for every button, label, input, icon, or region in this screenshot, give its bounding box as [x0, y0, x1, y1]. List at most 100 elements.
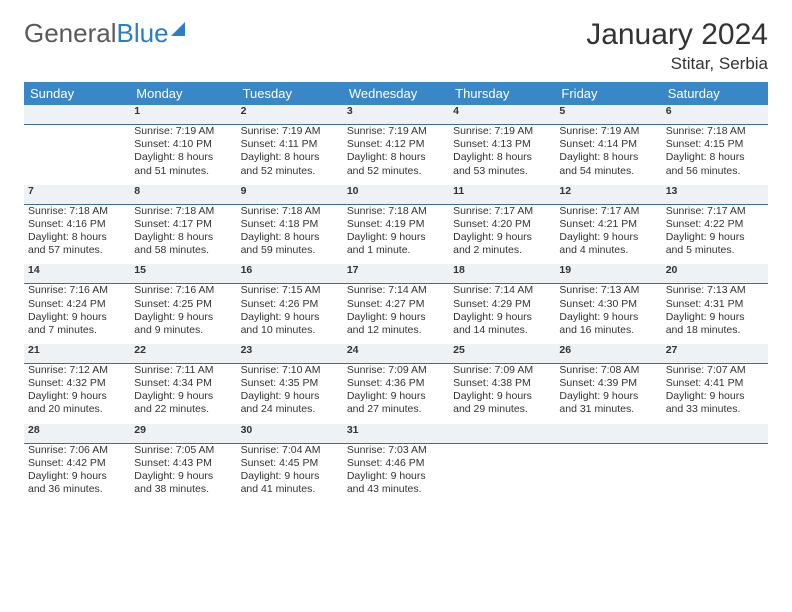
daylight-text: Daylight: 9 hours: [347, 390, 445, 403]
sunrise-text: Sunrise: 7:19 AM: [559, 125, 657, 138]
day-number: 31: [343, 424, 449, 444]
day-number: [555, 424, 661, 444]
day-cell: Sunrise: 7:14 AMSunset: 4:27 PMDaylight:…: [343, 284, 449, 344]
info-row: Sunrise: 7:12 AMSunset: 4:32 PMDaylight:…: [24, 364, 768, 424]
daylight-text: Daylight: 9 hours: [666, 311, 764, 324]
sunset-text: Sunset: 4:29 PM: [453, 298, 551, 311]
day-number: [449, 424, 555, 444]
logo-text-2: Blue: [117, 18, 169, 49]
daylight-text: and 10 minutes.: [241, 324, 339, 337]
daylight-text: Daylight: 9 hours: [666, 231, 764, 244]
daylight-text: and 38 minutes.: [134, 483, 232, 496]
daylight-text: and 31 minutes.: [559, 403, 657, 416]
sunset-text: Sunset: 4:14 PM: [559, 138, 657, 151]
info-row: Sunrise: 7:18 AMSunset: 4:16 PMDaylight:…: [24, 204, 768, 264]
sunrise-text: Sunrise: 7:10 AM: [241, 364, 339, 377]
sunrise-text: Sunrise: 7:16 AM: [28, 284, 126, 297]
sunrise-text: Sunrise: 7:14 AM: [347, 284, 445, 297]
sunset-text: Sunset: 4:36 PM: [347, 377, 445, 390]
day-cell: Sunrise: 7:07 AMSunset: 4:41 PMDaylight:…: [662, 364, 768, 424]
day-number: 9: [237, 185, 343, 205]
day-header: Thursday: [449, 82, 555, 105]
day-header: Friday: [555, 82, 661, 105]
sunset-text: Sunset: 4:20 PM: [453, 218, 551, 231]
day-cell: Sunrise: 7:17 AMSunset: 4:21 PMDaylight:…: [555, 204, 661, 264]
day-cell: [662, 443, 768, 503]
day-number: 25: [449, 344, 555, 364]
day-cell: Sunrise: 7:08 AMSunset: 4:39 PMDaylight:…: [555, 364, 661, 424]
daylight-text: Daylight: 8 hours: [241, 231, 339, 244]
daylight-text: and 58 minutes.: [134, 244, 232, 257]
sunrise-text: Sunrise: 7:04 AM: [241, 444, 339, 457]
sunrise-text: Sunrise: 7:17 AM: [559, 205, 657, 218]
daylight-text: and 12 minutes.: [347, 324, 445, 337]
day-cell: Sunrise: 7:18 AMSunset: 4:16 PMDaylight:…: [24, 204, 130, 264]
sunset-text: Sunset: 4:31 PM: [666, 298, 764, 311]
sunrise-text: Sunrise: 7:16 AM: [134, 284, 232, 297]
daylight-text: and 53 minutes.: [453, 165, 551, 178]
sunset-text: Sunset: 4:22 PM: [666, 218, 764, 231]
day-number: 16: [237, 264, 343, 284]
daylight-text: Daylight: 8 hours: [134, 151, 232, 164]
day-cell: Sunrise: 7:19 AMSunset: 4:12 PMDaylight:…: [343, 125, 449, 185]
daylight-text: Daylight: 8 hours: [241, 151, 339, 164]
daylight-text: and 33 minutes.: [666, 403, 764, 416]
daylight-text: Daylight: 9 hours: [453, 390, 551, 403]
daylight-text: and 41 minutes.: [241, 483, 339, 496]
logo: GeneralBlue: [24, 18, 185, 49]
day-cell: Sunrise: 7:14 AMSunset: 4:29 PMDaylight:…: [449, 284, 555, 344]
day-header: Wednesday: [343, 82, 449, 105]
daylight-text: Daylight: 9 hours: [134, 470, 232, 483]
day-cell: Sunrise: 7:19 AMSunset: 4:10 PMDaylight:…: [130, 125, 236, 185]
daylight-text: and 56 minutes.: [666, 165, 764, 178]
day-number: 17: [343, 264, 449, 284]
daylight-text: Daylight: 8 hours: [28, 231, 126, 244]
daylight-text: Daylight: 9 hours: [453, 311, 551, 324]
daynum-row: 78910111213: [24, 185, 768, 205]
daynum-row: 14151617181920: [24, 264, 768, 284]
day-number: 14: [24, 264, 130, 284]
daylight-text: and 2 minutes.: [453, 244, 551, 257]
daylight-text: Daylight: 9 hours: [347, 231, 445, 244]
daylight-text: and 7 minutes.: [28, 324, 126, 337]
daylight-text: and 24 minutes.: [241, 403, 339, 416]
daylight-text: Daylight: 9 hours: [453, 231, 551, 244]
daylight-text: and 29 minutes.: [453, 403, 551, 416]
day-number: 7: [24, 185, 130, 205]
daylight-text: and 5 minutes.: [666, 244, 764, 257]
sunrise-text: Sunrise: 7:06 AM: [28, 444, 126, 457]
logo-text-1: General: [24, 18, 117, 49]
daylight-text: Daylight: 9 hours: [559, 390, 657, 403]
daylight-text: and 54 minutes.: [559, 165, 657, 178]
day-cell: [555, 443, 661, 503]
day-cell: Sunrise: 7:05 AMSunset: 4:43 PMDaylight:…: [130, 443, 236, 503]
daylight-text: Daylight: 9 hours: [559, 311, 657, 324]
day-cell: [449, 443, 555, 503]
day-number: 15: [130, 264, 236, 284]
day-number: 19: [555, 264, 661, 284]
sunrise-text: Sunrise: 7:19 AM: [241, 125, 339, 138]
day-cell: [24, 125, 130, 185]
sunset-text: Sunset: 4:11 PM: [241, 138, 339, 151]
day-cell: Sunrise: 7:13 AMSunset: 4:30 PMDaylight:…: [555, 284, 661, 344]
sunset-text: Sunset: 4:34 PM: [134, 377, 232, 390]
sunrise-text: Sunrise: 7:15 AM: [241, 284, 339, 297]
day-number: 28: [24, 424, 130, 444]
day-header-row: Sunday Monday Tuesday Wednesday Thursday…: [24, 82, 768, 105]
sunset-text: Sunset: 4:35 PM: [241, 377, 339, 390]
day-cell: Sunrise: 7:19 AMSunset: 4:13 PMDaylight:…: [449, 125, 555, 185]
sunrise-text: Sunrise: 7:09 AM: [453, 364, 551, 377]
day-cell: Sunrise: 7:17 AMSunset: 4:22 PMDaylight:…: [662, 204, 768, 264]
day-number: 13: [662, 185, 768, 205]
daylight-text: and 43 minutes.: [347, 483, 445, 496]
day-cell: Sunrise: 7:18 AMSunset: 4:18 PMDaylight:…: [237, 204, 343, 264]
calendar-table: Sunday Monday Tuesday Wednesday Thursday…: [24, 82, 768, 503]
day-cell: Sunrise: 7:04 AMSunset: 4:45 PMDaylight:…: [237, 443, 343, 503]
sunrise-text: Sunrise: 7:18 AM: [241, 205, 339, 218]
day-number: [24, 105, 130, 125]
sunrise-text: Sunrise: 7:09 AM: [347, 364, 445, 377]
day-cell: Sunrise: 7:11 AMSunset: 4:34 PMDaylight:…: [130, 364, 236, 424]
sunrise-text: Sunrise: 7:18 AM: [347, 205, 445, 218]
day-number: 24: [343, 344, 449, 364]
daylight-text: and 52 minutes.: [241, 165, 339, 178]
